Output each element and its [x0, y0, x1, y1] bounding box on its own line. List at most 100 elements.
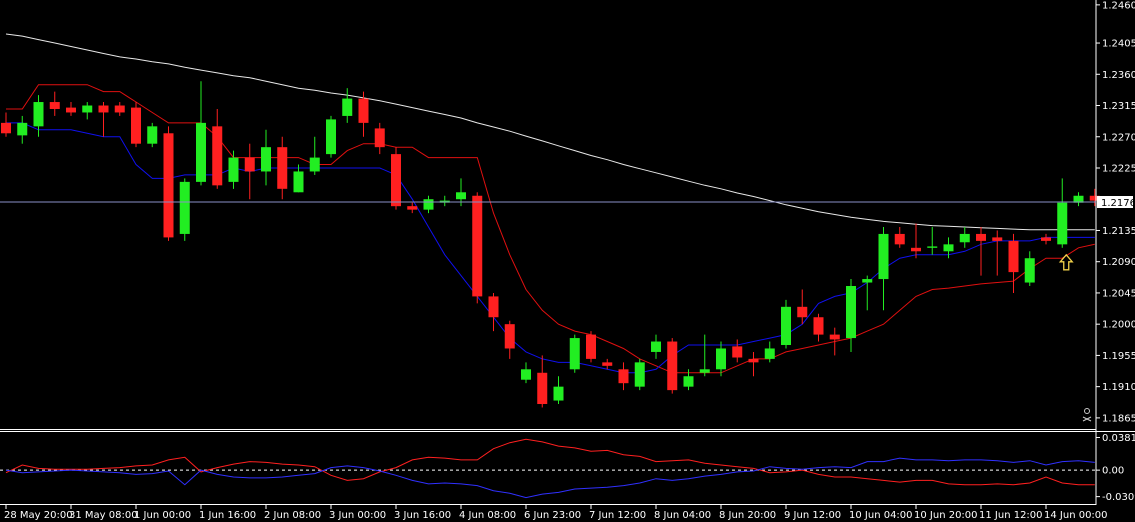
candle-body — [683, 376, 694, 387]
time-tick-label: 10 Jun 04:00 — [849, 510, 913, 521]
price-tick-label: 1.2405 — [1102, 39, 1135, 50]
candle-body — [1008, 240, 1019, 273]
candle-body — [33, 102, 44, 127]
time-tick-label: 9 Jun 12:00 — [784, 510, 841, 521]
indicator-tick-label: -0.0309 — [1102, 492, 1135, 503]
time-tick-label: 8 Jun 04:00 — [654, 510, 711, 521]
candle — [959, 226, 970, 248]
candle-body — [992, 237, 1003, 241]
candle-body — [504, 324, 515, 349]
candle-body — [553, 386, 564, 401]
candle-body — [374, 128, 385, 148]
price-tick-label: 1.1955 — [1102, 351, 1135, 362]
candle — [358, 91, 369, 137]
candle — [1073, 192, 1084, 207]
ma-slow-line — [5, 33, 1095, 231]
candle-body — [1024, 258, 1035, 283]
candle-body — [66, 107, 76, 113]
current-price-tag: 1.2176 — [1097, 196, 1135, 209]
candle — [1089, 188, 1100, 207]
price-tick-label: 1.2460 — [1102, 0, 1135, 11]
up-arrow-icon — [1058, 253, 1074, 271]
time-tick-label: 31 May 08:00 — [69, 510, 138, 521]
indicator-blue-line — [5, 457, 1095, 499]
candle-body — [114, 105, 125, 113]
candle — [992, 230, 1003, 276]
price-tick-label: 1.2270 — [1102, 132, 1135, 143]
candle-body — [488, 296, 499, 318]
candle-body — [391, 154, 401, 207]
time-tick-label: 8 Jun 20:00 — [719, 510, 776, 521]
candle-body — [537, 372, 548, 405]
candle — [407, 202, 418, 214]
candle — [261, 129, 271, 186]
candle — [49, 91, 60, 116]
candle-body — [423, 199, 434, 210]
candle — [699, 334, 710, 377]
candle — [878, 226, 889, 311]
candle-body — [699, 369, 710, 373]
candle — [748, 351, 759, 377]
candle — [846, 279, 856, 352]
candle-body — [911, 247, 921, 252]
indicator-tick-label: 0.0381 — [1102, 433, 1135, 444]
candle-body — [894, 233, 905, 245]
candle — [212, 108, 223, 189]
candle-body — [651, 341, 661, 352]
candle — [82, 102, 93, 120]
candle-body — [943, 244, 954, 252]
time-tick-label: 1 Jun 00:00 — [134, 510, 191, 521]
candle — [829, 327, 840, 356]
channel-upper-line — [6, 84, 1095, 374]
candle-body — [49, 102, 60, 109]
time-tick-label: 28 May 20:00 — [4, 510, 73, 521]
candle-body — [147, 126, 158, 144]
candle — [894, 226, 905, 248]
candle-body — [748, 358, 759, 363]
indicator-tick-label: 0.00 — [1102, 466, 1124, 477]
candle — [797, 289, 808, 325]
candle — [66, 102, 76, 116]
candle — [732, 339, 743, 363]
candle — [634, 358, 645, 391]
current-price-tag-bg — [1097, 196, 1133, 209]
candle — [1041, 233, 1051, 245]
candle — [33, 95, 44, 137]
candle — [17, 115, 28, 144]
candle — [862, 275, 873, 311]
candle — [472, 192, 483, 304]
candle-body — [764, 348, 775, 359]
labels-layer: 1.2460 1.2405 1.2360 1.2315 1.2270 1.2225 1.21… — [4, 0, 1135, 521]
candle — [781, 299, 791, 349]
price-tick-label: 1.2090 — [1102, 257, 1135, 268]
time-tick-label: 4 Jun 08:00 — [459, 510, 516, 521]
candle-body — [326, 119, 336, 155]
candle — [618, 362, 629, 391]
time-tick-label: 7 Jun 12:00 — [589, 510, 646, 521]
candle-body — [846, 286, 856, 339]
candle — [976, 226, 986, 276]
candle-body — [781, 306, 791, 346]
candle-body — [472, 195, 483, 297]
candle — [651, 334, 661, 359]
candle — [179, 178, 190, 241]
candle-body — [667, 341, 678, 391]
candle — [488, 292, 499, 332]
candle — [98, 102, 109, 137]
candle — [163, 126, 174, 241]
candle — [764, 341, 775, 363]
price-tick-label: 1.1910 — [1102, 382, 1135, 393]
candle-body — [309, 157, 320, 172]
candle — [374, 122, 385, 155]
candle — [537, 355, 548, 408]
time-tick-label: 10 Jun 20:00 — [914, 510, 978, 521]
candle — [309, 136, 320, 175]
candle — [911, 223, 921, 259]
candle — [391, 147, 401, 210]
candle-body — [569, 338, 580, 370]
candle-body — [797, 306, 808, 318]
candle — [342, 88, 353, 123]
indicator-red-line — [5, 438, 1095, 486]
candle-body — [813, 317, 824, 335]
